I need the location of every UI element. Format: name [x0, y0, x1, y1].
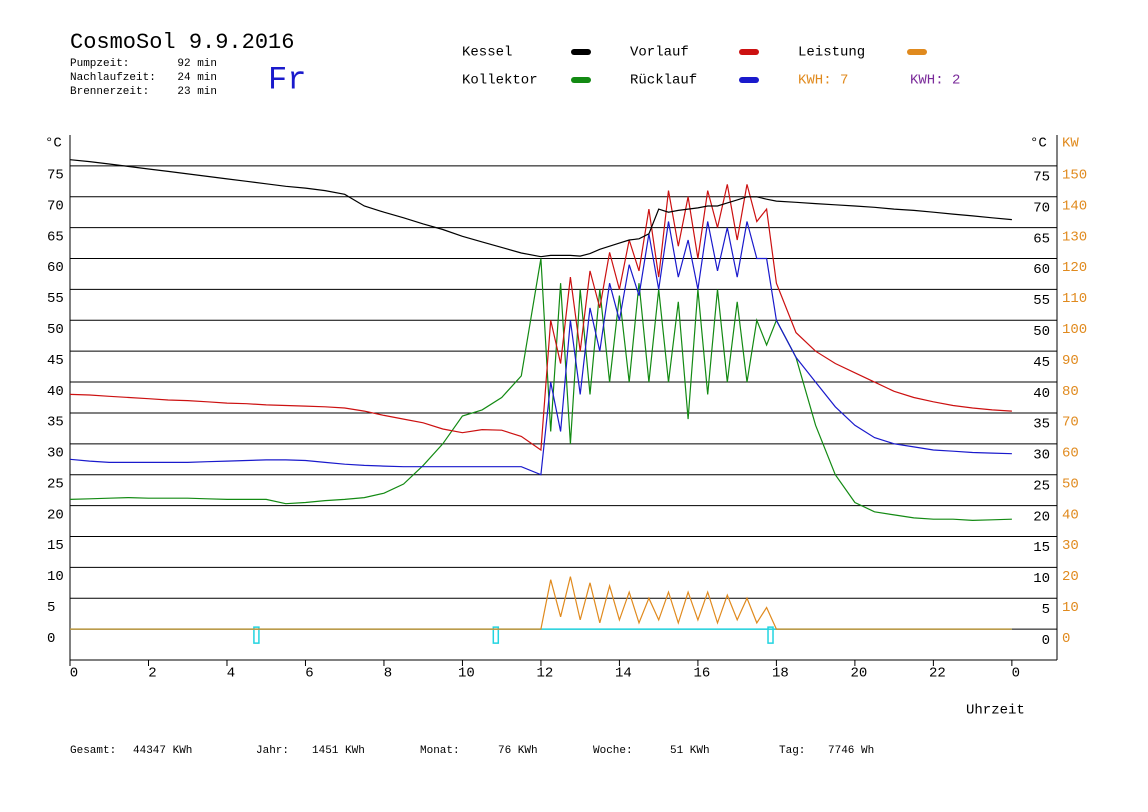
y2-tick-label: 110 — [1062, 291, 1087, 307]
x-tick-label: 18 — [772, 666, 789, 682]
y-tick-label-right: 55 — [1033, 293, 1050, 309]
y-tick-label: 0 — [47, 631, 55, 647]
y-tick-label: 25 — [47, 476, 64, 492]
total-value: 76 KWh — [498, 745, 538, 757]
y-tick-label-right: 20 — [1033, 509, 1050, 525]
info-label: Nachlaufzeit: — [70, 72, 156, 84]
y-tick-label: 40 — [47, 384, 64, 400]
y2-tick-label: 120 — [1062, 260, 1087, 276]
y-tick-label-right: 50 — [1033, 324, 1050, 340]
legend-label: Leistung — [798, 45, 865, 61]
y-tick-label-right: 30 — [1033, 448, 1050, 464]
y-tick-label-right: 65 — [1033, 231, 1050, 247]
y-tick-label: 50 — [47, 322, 64, 338]
total-label: Jahr: — [256, 745, 289, 757]
weekday: Fr — [268, 61, 306, 98]
x-tick-label: 16 — [694, 666, 711, 682]
info-label: Pumpzeit: — [70, 58, 129, 70]
y-tick-label-right: 5 — [1042, 602, 1050, 618]
y-tick-label: 75 — [47, 168, 64, 184]
y-tick-label: 70 — [47, 198, 64, 214]
kwh-label: KWH: 7 — [798, 73, 848, 89]
total-label: Gesamt: — [70, 745, 116, 757]
y-tick-label: 15 — [47, 538, 64, 554]
total-value: 7746 Wh — [828, 745, 874, 757]
pump-marker — [767, 626, 774, 644]
legend-label: Vorlauf — [630, 45, 689, 61]
info-value: 24 min — [177, 72, 217, 84]
x-axis-label: Uhrzeit — [966, 703, 1025, 719]
y-tick-label: 30 — [47, 446, 64, 462]
y-unit: °C — [45, 136, 62, 152]
y2-tick-label: 140 — [1062, 198, 1087, 214]
total-label: Monat: — [420, 745, 460, 757]
x-tick-label: 6 — [305, 666, 313, 682]
series-line — [69, 159, 1012, 258]
info-value: 92 min — [177, 58, 217, 70]
pump-marker — [253, 626, 260, 644]
y2-tick-label: 40 — [1062, 507, 1079, 523]
x-tick-label: 0 — [70, 666, 78, 682]
y-tick-label: 55 — [47, 291, 64, 307]
y-tick-label-right: 75 — [1033, 170, 1050, 186]
series-line — [69, 258, 1012, 522]
y2-tick-label: 0 — [1062, 631, 1070, 647]
y-tick-label: 60 — [47, 260, 64, 276]
x-tick-label: 4 — [227, 666, 235, 682]
y-tick-label: 65 — [47, 229, 64, 245]
y2-tick-label: 20 — [1062, 569, 1079, 585]
x-tick-label: 14 — [615, 666, 632, 682]
x-tick-label: 8 — [384, 666, 392, 682]
series-line — [69, 221, 1012, 476]
chart-title: CosmoSol 9.9.2016 — [70, 30, 294, 55]
legend-label: Kessel — [462, 45, 512, 61]
y2-tick-label: 70 — [1062, 415, 1079, 431]
x-tick-label: 12 — [537, 666, 554, 682]
legend-label: Kollektor — [462, 73, 538, 89]
y-tick-label: 35 — [47, 415, 64, 431]
total-label: Woche: — [593, 745, 633, 757]
y-unit-right: °C — [1030, 136, 1047, 152]
y-tick-label: 20 — [47, 507, 64, 523]
y2-tick-label: 90 — [1062, 353, 1079, 369]
y2-tick-label: 130 — [1062, 229, 1087, 245]
info-value: 23 min — [177, 86, 217, 98]
total-value: 51 KWh — [670, 745, 710, 757]
y-tick-label-right: 40 — [1033, 386, 1050, 402]
y2-tick-label: 100 — [1062, 322, 1087, 338]
y2-unit: KW — [1062, 136, 1079, 152]
total-value: 1451 KWh — [312, 745, 365, 757]
x-tick-label: 22 — [929, 666, 946, 682]
y2-tick-label: 30 — [1062, 538, 1079, 554]
y2-tick-label: 80 — [1062, 384, 1079, 400]
x-tick-label: 10 — [458, 666, 475, 682]
x-tick-label: 0 — [1012, 666, 1020, 682]
kwh-label: KWH: 2 — [910, 73, 960, 89]
total-label: Tag: — [779, 745, 805, 757]
x-tick-label: 2 — [148, 666, 156, 682]
y-tick-label: 10 — [47, 569, 64, 585]
pump-marker — [492, 626, 500, 644]
y-tick-label: 45 — [47, 353, 64, 369]
y-tick-label-right: 0 — [1042, 633, 1050, 649]
x-tick-label: 20 — [850, 666, 867, 682]
y-tick-label-right: 35 — [1033, 417, 1050, 433]
y2-tick-label: 60 — [1062, 446, 1079, 462]
y2-tick-label: 50 — [1062, 476, 1079, 492]
y-tick-label-right: 25 — [1033, 478, 1050, 494]
y2-tick-label: 10 — [1062, 600, 1079, 616]
y-tick-label-right: 70 — [1033, 200, 1050, 216]
y-tick-label: 5 — [47, 600, 55, 616]
legend-label: Rücklauf — [630, 73, 697, 89]
info-label: Brennerzeit: — [70, 86, 149, 98]
y2-tick-label: 150 — [1062, 168, 1087, 184]
y-tick-label-right: 45 — [1033, 355, 1050, 371]
series-line — [69, 184, 1012, 452]
total-value: 44347 KWh — [133, 745, 192, 757]
y-tick-label-right: 15 — [1033, 540, 1050, 556]
y-tick-label-right: 60 — [1033, 262, 1050, 278]
series-line — [70, 576, 1012, 630]
y-tick-label-right: 10 — [1033, 571, 1050, 587]
